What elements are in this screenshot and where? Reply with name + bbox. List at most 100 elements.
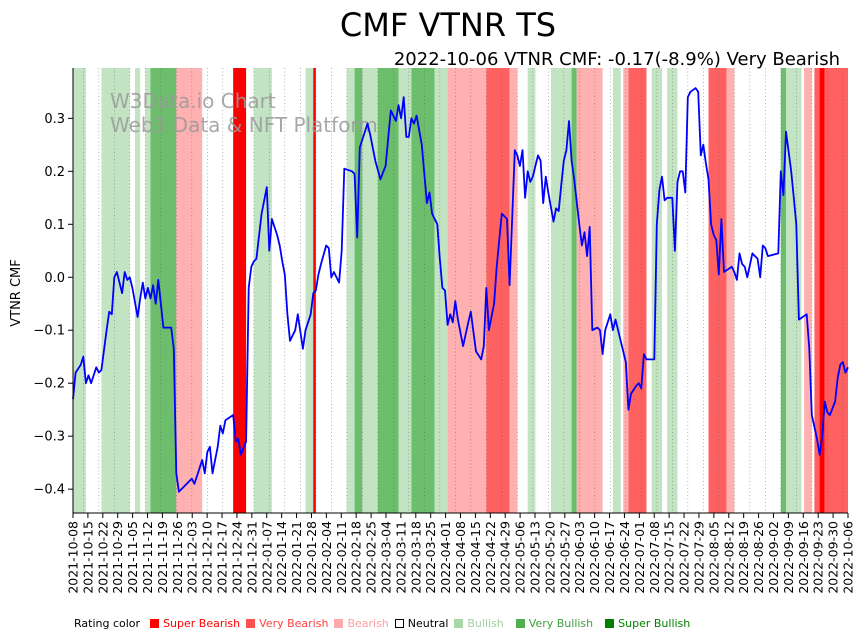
rating-band-bullish [73, 68, 86, 513]
rating-band-very-bearish [814, 68, 820, 513]
rating-band-very-bullish [780, 68, 786, 513]
x-tick-label: 2021-10-08 [66, 521, 81, 594]
legend-swatch [515, 619, 525, 628]
legend-label: Bullish [467, 617, 504, 630]
rating-band-very-bearish [708, 68, 727, 513]
x-tick-label: 2022-09-30 [826, 521, 841, 594]
x-tick-label: 2022-07-01 [632, 521, 647, 594]
x-tick-label: 2022-05-13 [528, 521, 543, 594]
x-tick-label: 2022-04-15 [468, 521, 483, 594]
x-tick-label: 2022-02-18 [349, 521, 364, 594]
y-tick-label: −0.1 [33, 324, 65, 339]
y-tick-label: −0.4 [33, 483, 65, 498]
rating-band-bullish [362, 68, 378, 513]
x-tick-label: 2022-07-22 [677, 521, 692, 594]
rating-band-bullish [612, 68, 621, 513]
rating-band-bullish [786, 68, 802, 513]
rating-band-bearish [804, 68, 812, 513]
legend-item-bullish: Bullish [454, 617, 504, 630]
x-tick-label: 2022-03-04 [379, 521, 394, 594]
x-tick-label: 2021-10-29 [110, 521, 125, 594]
x-ticks: 2021-10-08 2021-10-15 2021-10-22 2021-10-29… [66, 513, 856, 594]
x-tick-label: 2022-04-29 [498, 521, 513, 594]
rating-band-bearish [447, 68, 487, 513]
x-tick-label: 2022-09-02 [766, 521, 781, 594]
rating-band-bearish [576, 68, 603, 513]
x-tick-label: 2021-12-24 [229, 521, 244, 594]
chart-title: CMF VTNR TS [340, 6, 556, 44]
legend-swatch [605, 619, 615, 628]
rating-band-bullish [305, 68, 314, 513]
x-tick-label: 2022-08-19 [736, 521, 751, 594]
legend-item-neutral: Neutral [394, 617, 449, 630]
x-tick-label: 2022-05-20 [542, 521, 557, 594]
rating-band-bearish [176, 68, 203, 513]
rating-band-bullish [550, 68, 572, 513]
x-tick-label: 2022-09-16 [796, 521, 811, 594]
x-tick-label: 2021-12-31 [244, 521, 259, 594]
x-tick-label: 2022-05-27 [557, 521, 572, 594]
x-tick-label: 2022-07-15 [662, 521, 677, 594]
x-tick-label: 2022-09-09 [781, 521, 796, 594]
rating-band-very-bearish [628, 68, 647, 513]
rating-band-bearish [623, 68, 629, 513]
legend-swatch [334, 619, 344, 628]
rating-band-bearish [509, 68, 518, 513]
x-tick-label: 2022-08-12 [721, 521, 736, 594]
y-tick-label: 0.3 [44, 112, 65, 127]
chart-subtitle: 2022-10-06 VTNR CMF: -0.17(-8.9%) Very B… [394, 49, 840, 70]
rating-band-bullish [135, 68, 141, 513]
rating-band-very-bullish [571, 68, 577, 513]
legend-swatch [246, 619, 256, 628]
legend-item-super-bearish: Super Bearish [150, 617, 240, 630]
legend-label: Super Bearish [163, 617, 241, 630]
x-tick-label: 2022-04-01 [438, 521, 453, 594]
x-tick-label: 2022-06-17 [602, 521, 617, 594]
rating-band-super-bearish [819, 68, 825, 513]
legend-item-very-bullish: Very Bullish [515, 617, 594, 630]
y-axis-label: VTNR CMF [9, 259, 24, 327]
x-tick-label: 2022-01-21 [289, 521, 304, 594]
rating-band-bearish [726, 68, 735, 513]
x-tick-label: 2022-03-18 [408, 521, 423, 594]
rating-band-bullish [253, 68, 272, 513]
x-tick-label: 2021-11-05 [125, 521, 140, 594]
rating-band-super-bearish [233, 68, 247, 513]
x-tick-label: 2022-08-05 [706, 521, 721, 594]
rating-legend: Rating color Super Bearish Very Bearish … [74, 617, 696, 630]
legend-label: Very Bullish [528, 617, 594, 630]
watermark: W3Data.io Chart Web3 Data & NFT Platform [110, 89, 378, 137]
legend-item-very-bearish: Very Bearish [246, 617, 328, 630]
legend-item-bearish: Bearish [334, 617, 389, 630]
y-tick-label: −0.2 [33, 377, 65, 392]
rating-band-bullish [434, 68, 448, 513]
legend-title: Rating color [74, 617, 141, 630]
rating-band-very-bearish [824, 68, 848, 513]
rating-band-bullish [527, 68, 536, 513]
x-tick-label: 2022-08-26 [751, 521, 766, 594]
x-tick-label: 2021-11-26 [170, 521, 185, 594]
legend-label: Bearish [347, 617, 389, 630]
rating-band-very-bullish [354, 68, 363, 513]
legend-label: Neutral [407, 617, 449, 630]
x-tick-label: 2022-05-06 [513, 521, 528, 594]
x-tick-label: 2021-11-12 [140, 521, 155, 594]
x-tick-label: 2021-12-03 [185, 521, 200, 594]
rating-band-bullish [101, 68, 130, 513]
watermark-line-2: Web3 Data & NFT Platform [110, 113, 378, 137]
x-tick-label: 2021-10-15 [80, 521, 95, 594]
x-tick-label: 2022-09-23 [811, 521, 826, 594]
rating-band-very-bullish [377, 68, 399, 513]
y-tick-label: 0.1 [44, 218, 65, 233]
x-tick-label: 2021-11-19 [155, 521, 170, 594]
rating-band-very-bearish [486, 68, 510, 513]
x-tick-label: 2022-07-29 [692, 521, 707, 594]
x-tick-label: 2022-04-08 [453, 521, 468, 594]
x-tick-label: 2022-01-28 [304, 521, 319, 594]
x-tick-label: 2022-06-10 [587, 521, 602, 594]
rating-band-bullish [398, 68, 412, 513]
x-tick-label: 2022-01-14 [274, 521, 289, 594]
x-tick-label: 2022-01-07 [259, 521, 274, 594]
x-tick-label: 2022-03-25 [423, 521, 438, 594]
x-tick-label: 2022-02-25 [364, 521, 379, 594]
